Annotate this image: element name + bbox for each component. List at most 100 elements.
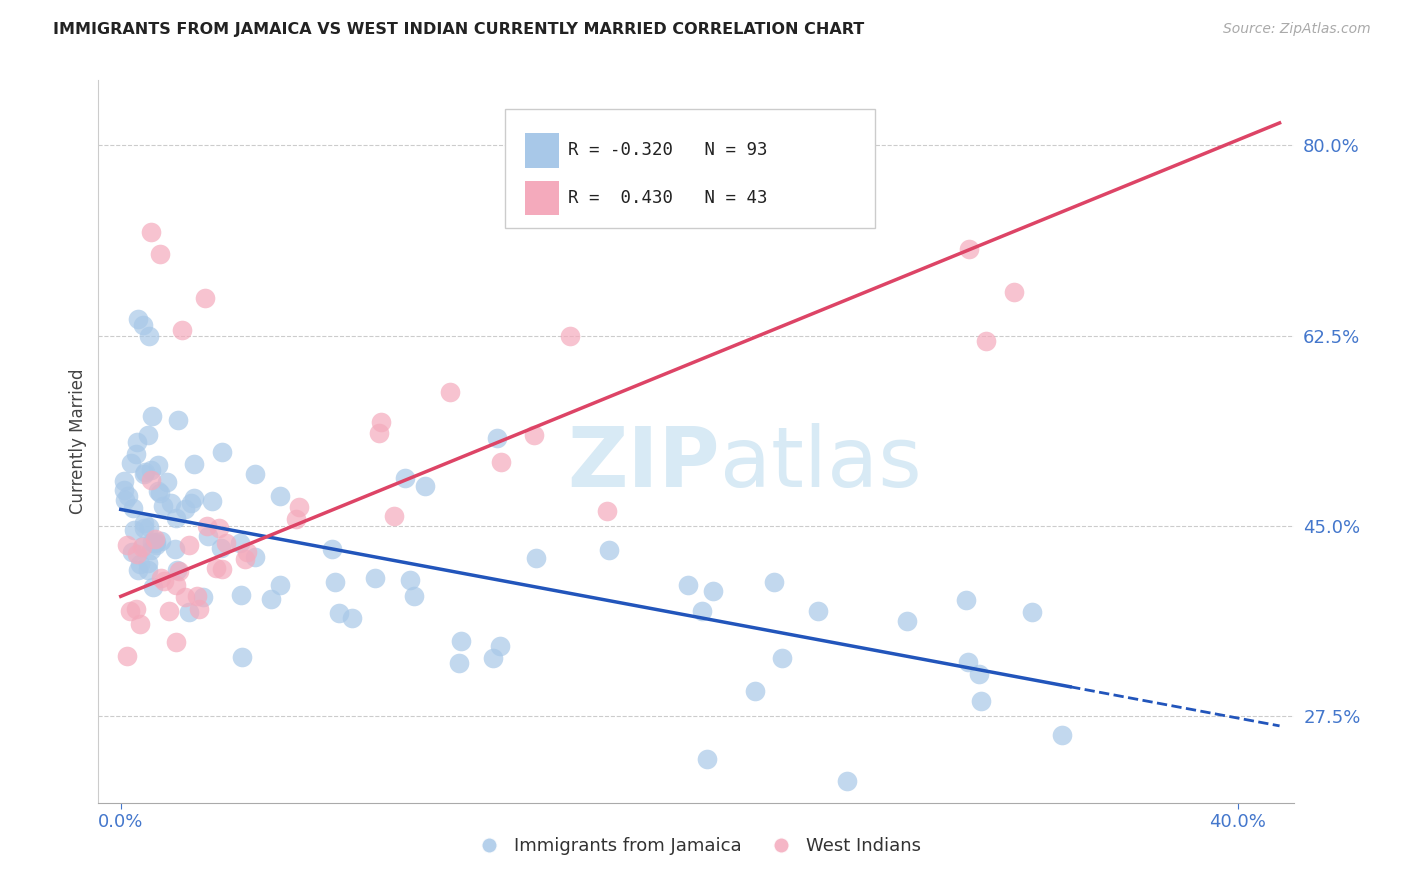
Point	[127, 312, 149, 326]
Point	[233, 551, 256, 566]
Point	[896, 614, 918, 628]
Point	[165, 511, 187, 525]
Point	[114, 492, 136, 507]
Point	[489, 455, 512, 469]
Point	[146, 458, 169, 472]
Point	[201, 494, 224, 508]
Point	[152, 499, 174, 513]
Point	[183, 491, 205, 505]
Point	[117, 490, 139, 504]
Point	[193, 291, 215, 305]
Point	[149, 247, 172, 261]
Point	[120, 456, 142, 470]
Point	[136, 563, 159, 577]
Point	[138, 427, 160, 442]
Point	[482, 650, 505, 665]
Point	[145, 538, 167, 552]
Point	[450, 633, 472, 648]
Point	[139, 463, 162, 477]
Point	[136, 556, 159, 570]
Legend: Immigrants from Jamaica, West Indians: Immigrants from Jamaica, West Indians	[463, 830, 929, 863]
Point	[139, 543, 162, 558]
Point	[165, 578, 187, 592]
Point	[211, 562, 233, 576]
Point	[146, 484, 169, 499]
Text: ZIP: ZIP	[568, 423, 720, 504]
Bar	[524, 133, 558, 168]
Point	[404, 589, 426, 603]
Point	[195, 518, 218, 533]
Point	[342, 611, 364, 625]
Point	[125, 447, 148, 461]
Point	[485, 431, 508, 445]
Point	[229, 535, 252, 549]
Point	[696, 752, 718, 766]
Point	[676, 578, 699, 592]
Point	[439, 384, 461, 399]
Point	[367, 425, 389, 440]
Point	[236, 545, 259, 559]
Point	[967, 667, 990, 681]
Point	[690, 604, 713, 618]
Point	[165, 634, 187, 648]
Point	[211, 444, 233, 458]
FancyBboxPatch shape	[505, 109, 875, 228]
Point	[118, 604, 141, 618]
Point	[163, 542, 186, 557]
Point	[245, 550, 267, 565]
Point	[970, 693, 993, 707]
Point	[138, 520, 160, 534]
Point	[955, 593, 977, 607]
Point	[157, 604, 180, 618]
Point	[1021, 606, 1043, 620]
Point	[174, 590, 197, 604]
Point	[131, 540, 153, 554]
Point	[284, 512, 307, 526]
Point	[121, 545, 143, 559]
Point	[134, 466, 156, 480]
Point	[141, 226, 163, 240]
Point	[141, 409, 163, 423]
Point	[413, 478, 436, 492]
Point	[231, 589, 253, 603]
Point	[166, 563, 188, 577]
Point	[153, 574, 176, 589]
Point	[744, 683, 766, 698]
Point	[1002, 285, 1025, 300]
Point	[702, 584, 724, 599]
Point	[131, 539, 153, 553]
Point	[177, 605, 200, 619]
Point	[596, 504, 619, 518]
Text: atlas: atlas	[720, 423, 921, 504]
Point	[143, 533, 166, 547]
Point	[245, 467, 267, 482]
Point	[523, 428, 546, 442]
Point	[835, 774, 858, 789]
Text: R = -0.320   N = 93: R = -0.320 N = 93	[568, 141, 768, 160]
Point	[957, 242, 980, 256]
Point	[138, 328, 160, 343]
Point	[524, 551, 547, 566]
Point	[132, 318, 155, 332]
Point	[132, 467, 155, 482]
Point	[321, 541, 343, 556]
Point	[269, 578, 291, 592]
Point	[128, 617, 150, 632]
Point	[191, 590, 214, 604]
Point	[269, 490, 291, 504]
Point	[149, 571, 172, 585]
Point	[132, 516, 155, 530]
Point	[172, 323, 194, 337]
Point	[134, 520, 156, 534]
Point	[128, 557, 150, 571]
Point	[323, 575, 346, 590]
Text: IMMIGRANTS FROM JAMAICA VS WEST INDIAN CURRENTLY MARRIED CORRELATION CHART: IMMIGRANTS FROM JAMAICA VS WEST INDIAN C…	[53, 22, 865, 37]
Point	[141, 473, 163, 487]
Point	[149, 534, 172, 549]
Point	[180, 495, 202, 509]
Point	[763, 574, 786, 589]
Point	[143, 536, 166, 550]
Point	[160, 496, 183, 510]
Point	[197, 529, 219, 543]
Point	[167, 564, 190, 578]
